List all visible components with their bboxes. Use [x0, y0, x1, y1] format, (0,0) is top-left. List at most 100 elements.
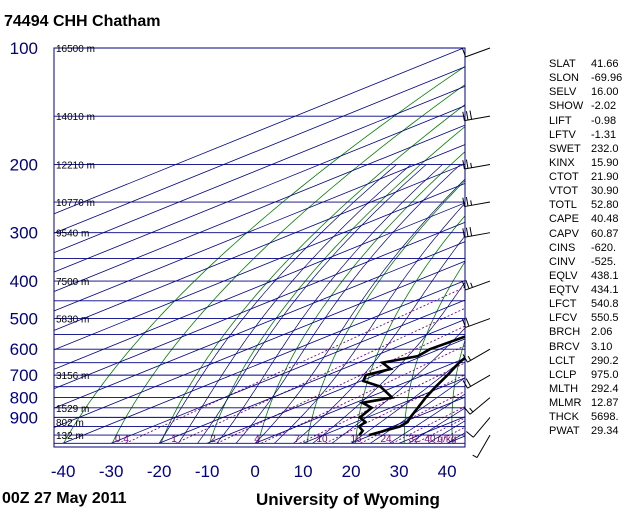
plot-lines — [54, 48, 465, 444]
isotherm-line — [54, 66, 465, 234]
index-value: 21.90 — [591, 171, 619, 183]
isotherm-line — [54, 183, 465, 351]
height-label: 3156 m — [56, 371, 89, 382]
index-name: CINS — [549, 241, 576, 254]
wind-barb-feather — [465, 280, 470, 289]
wind-barb-feather — [472, 454, 478, 459]
index-value: 540.8 — [591, 298, 619, 311]
index-row: MLTH 292.4 — [549, 382, 637, 396]
isotherm-line — [54, 221, 465, 390]
wind-barb-feather — [466, 431, 474, 438]
mixing-ratio-label: 0.4 — [115, 434, 129, 445]
wind-barb-staff — [465, 318, 491, 328]
wind-barb-feather — [465, 196, 469, 207]
dry-adiabat — [306, 180, 465, 444]
pressure-tick-label: 500 — [10, 310, 38, 329]
moist-adiabat — [312, 281, 465, 444]
temperature-tick-label: 40 — [438, 462, 457, 481]
index-row: CAPV 60.87 — [549, 227, 637, 241]
index-name: TOTL — [549, 199, 577, 212]
index-value: -525. — [591, 255, 617, 268]
wind-barb — [462, 374, 491, 389]
index-value: -1.31 — [591, 128, 617, 141]
moist-adiabat — [293, 235, 465, 444]
isotherm-line — [158, 319, 465, 444]
wind-barb-feather — [463, 407, 471, 415]
dry-adiabat — [451, 339, 465, 444]
wind-barb-feather — [462, 354, 468, 363]
height-label: 16500 m — [56, 44, 95, 55]
wind-barb — [466, 417, 491, 438]
index-value: 40.48 — [591, 213, 619, 226]
wind-barb — [462, 317, 491, 328]
index-name: BRCV — [549, 340, 580, 353]
index-name: SELV — [549, 86, 577, 99]
mixing-ratio-label: 24 — [380, 434, 392, 445]
index-row: SLAT 41.66 — [549, 57, 637, 71]
index-value: 975.0 — [591, 368, 619, 381]
wind-barb-feather — [470, 162, 473, 168]
index-name: LFCT — [549, 298, 577, 311]
wind-barb — [462, 159, 491, 170]
index-name: LCLT — [549, 354, 576, 367]
index-row: CINV -525. — [549, 255, 637, 269]
index-row: SWET 232.0 — [549, 142, 637, 156]
height-label: 132 m — [56, 431, 84, 442]
isotherm-line — [54, 105, 465, 273]
isotherm-line — [62, 280, 465, 444]
index-row: EQLV 438.1 — [549, 269, 637, 283]
wind-barb-feather — [462, 318, 467, 328]
wind-barb — [462, 110, 491, 122]
index-name: KINX — [549, 156, 575, 169]
mixing-ratio-label: g/kg — [438, 434, 457, 445]
temperature-tick-label: -10 — [195, 462, 220, 481]
mixing-ratio-label: 10 — [316, 434, 328, 445]
isotherm-line — [54, 260, 465, 428]
index-value: 2.06 — [591, 326, 613, 339]
index-row: THCK 5698. — [549, 410, 637, 424]
pressure-tick-label: 200 — [10, 156, 38, 175]
moist-adiabat — [178, 164, 412, 444]
wind-barb-staff — [464, 201, 491, 208]
index-name: LIFT — [549, 114, 572, 127]
index-value: 550.5 — [591, 312, 619, 325]
isotherm-line — [54, 241, 465, 409]
dry-adiabat — [160, 104, 465, 444]
dry-adiabat — [257, 151, 465, 444]
source-credit: University of Wyoming — [256, 490, 440, 509]
wind-barb-staff — [464, 115, 491, 122]
index-name: CTOT — [549, 171, 579, 183]
dry-adiabat — [355, 215, 465, 444]
temperature-tick-label: -20 — [147, 462, 172, 481]
mixing-ratio-line — [391, 406, 465, 444]
index-name: LCLP — [549, 368, 577, 381]
index-row: BRCV 3.10 — [549, 340, 637, 354]
index-name: SWET — [549, 142, 581, 155]
wind-barb-feather — [465, 111, 469, 121]
index-row: EQTV 434.1 — [549, 283, 637, 297]
temperature-tick-label: -30 — [99, 462, 124, 481]
temperature-tick-label: 30 — [390, 462, 409, 481]
wind-barb-staff — [476, 434, 491, 458]
index-row: SELV 16.00 — [549, 85, 637, 99]
wind-barb-feather — [462, 281, 467, 291]
isotherm-line — [254, 357, 465, 444]
wind-barb-staff — [467, 374, 491, 389]
height-label: 802 m — [56, 418, 84, 429]
index-name: THCK — [549, 411, 579, 424]
moist-adiabat — [235, 164, 461, 444]
index-value: 232.0 — [591, 142, 619, 155]
index-name: EQLV — [549, 269, 578, 282]
index-row: KINX 15.90 — [549, 156, 637, 170]
index-name: LFTV — [549, 128, 576, 141]
index-value: -69.96 — [591, 72, 623, 85]
index-value: 41.66 — [591, 58, 619, 70]
wind-barb-staff — [467, 348, 491, 363]
height-label: 10770 m — [56, 198, 95, 209]
mixing-ratio-line — [216, 325, 465, 444]
index-row: MLMR 12.87 — [549, 396, 637, 410]
index-name: SLAT — [549, 58, 576, 70]
wind-barbs — [462, 47, 491, 459]
